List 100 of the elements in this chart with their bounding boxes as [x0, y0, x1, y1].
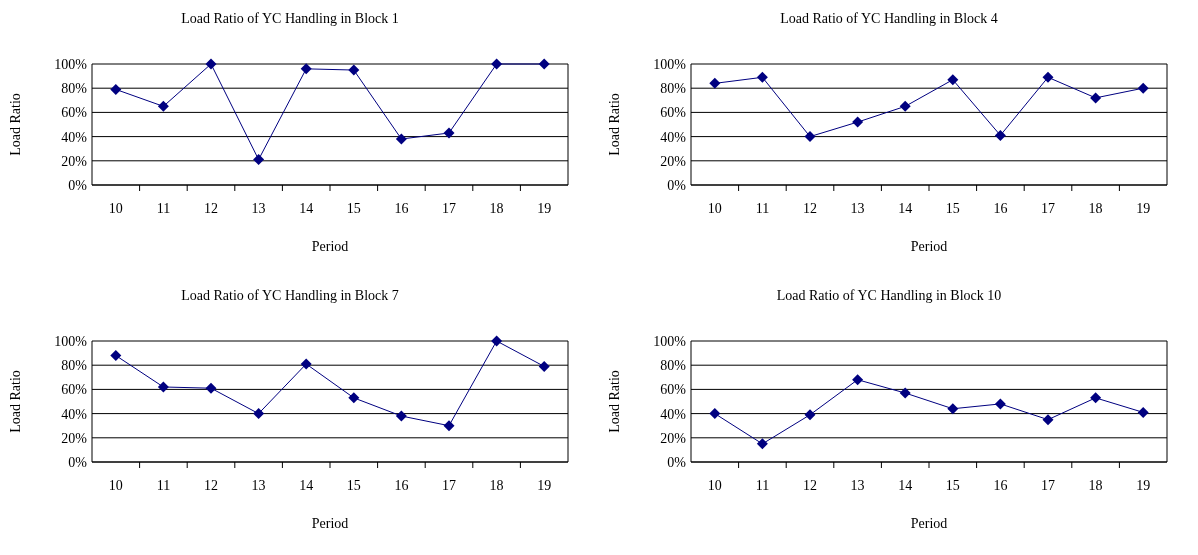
point	[491, 58, 503, 70]
x-tick-label: 17	[1041, 478, 1055, 493]
y-tick-label: 80%	[660, 81, 687, 97]
y-tick-label: 60%	[660, 382, 687, 398]
y-tick-label: 100%	[653, 56, 687, 72]
x-tick-label: 11	[156, 478, 171, 493]
point	[709, 408, 721, 420]
point	[205, 382, 217, 394]
y-tick-label: 40%	[660, 406, 687, 422]
x-tick-label: 17	[442, 478, 456, 493]
x-tick-label: 12	[803, 478, 817, 493]
x-tick-label: 12	[204, 201, 218, 216]
point	[1137, 406, 1149, 418]
point	[994, 129, 1006, 141]
x-axis-title: Period	[311, 239, 349, 254]
y-tick-label: 20%	[61, 430, 88, 446]
point	[538, 360, 550, 372]
point	[253, 154, 265, 166]
y-tick-label: 20%	[61, 153, 88, 169]
y-tick-label: 60%	[61, 382, 88, 398]
point	[804, 409, 816, 421]
y-axis-title: Load Ratio	[607, 370, 622, 433]
y-tick-label: 80%	[660, 358, 687, 374]
x-tick-label: 10	[108, 201, 123, 216]
chart-title: Load Ratio of YC Handling in Block 1	[181, 11, 399, 26]
y-tick-label: 40%	[61, 129, 88, 145]
x-tick-label: 11	[755, 478, 770, 493]
point	[756, 71, 768, 83]
point	[1042, 71, 1054, 83]
x-tick-label: 19	[1136, 201, 1151, 216]
y-tick-label: 80%	[61, 358, 88, 374]
point	[348, 64, 360, 76]
x-tick-label: 13	[850, 201, 865, 216]
x-tick-label: 16	[394, 201, 409, 216]
x-tick-label: 15	[346, 201, 361, 216]
y-tick-label: 20%	[660, 153, 687, 169]
y-axis-title: Load Ratio	[8, 370, 23, 433]
x-tick-label: 19	[1136, 478, 1151, 493]
point	[443, 127, 455, 139]
x-tick-label: 17	[1041, 201, 1055, 216]
y-tick-label: 60%	[61, 105, 88, 121]
x-tick-label: 19	[537, 478, 552, 493]
point	[804, 131, 816, 143]
x-tick-label: 18	[1088, 478, 1103, 493]
point	[709, 77, 721, 89]
y-tick-label: 80%	[61, 81, 88, 97]
x-tick-label: 18	[489, 201, 504, 216]
x-tick-label: 16	[993, 478, 1008, 493]
x-tick-label: 17	[442, 201, 456, 216]
x-tick-label: 13	[251, 478, 266, 493]
x-tick-label: 18	[489, 478, 504, 493]
x-tick-label: 18	[1088, 201, 1103, 216]
point	[157, 100, 169, 112]
point	[348, 392, 360, 404]
point	[395, 410, 407, 422]
point	[205, 58, 217, 70]
x-tick-label: 14	[898, 201, 913, 216]
y-tick-label: 100%	[653, 333, 687, 349]
x-tick-label: 16	[993, 201, 1008, 216]
x-tick-label: 10	[707, 478, 722, 493]
x-axis-title: Period	[910, 239, 948, 254]
y-tick-label: 100%	[54, 333, 88, 349]
point	[300, 63, 312, 75]
point	[899, 387, 911, 399]
point	[994, 398, 1006, 410]
point	[852, 116, 864, 128]
y-tick-label: 60%	[660, 105, 687, 121]
y-tick-label: 0%	[667, 454, 687, 470]
x-tick-label: 10	[707, 201, 722, 216]
x-tick-label: 11	[156, 201, 171, 216]
x-tick-label: 15	[346, 478, 361, 493]
point	[443, 420, 455, 432]
point	[756, 438, 768, 450]
point	[491, 335, 503, 347]
x-axis-title: Period	[311, 516, 349, 531]
point	[1090, 392, 1102, 404]
point	[899, 100, 911, 112]
point	[300, 358, 312, 370]
y-tick-label: 40%	[660, 129, 687, 145]
x-tick-label: 12	[803, 201, 817, 216]
x-axis-title: Period	[910, 516, 948, 531]
x-tick-label: 13	[251, 201, 266, 216]
chart-title: Load Ratio of YC Handling in Block 4	[780, 11, 998, 26]
chart-title: Load Ratio of YC Handling in Block 7	[181, 288, 399, 303]
y-tick-label: 40%	[61, 406, 88, 422]
point	[253, 408, 265, 420]
y-tick-label: 100%	[54, 56, 88, 72]
x-tick-label: 10	[108, 478, 123, 493]
x-tick-label: 14	[898, 478, 913, 493]
x-tick-label: 14	[299, 478, 314, 493]
x-tick-label: 14	[299, 201, 314, 216]
x-tick-label: 13	[850, 478, 865, 493]
chart-title: Load Ratio of YC Handling in Block 10	[776, 288, 1002, 303]
point	[157, 381, 169, 393]
x-tick-label: 19	[537, 201, 552, 216]
x-tick-label: 16	[394, 478, 409, 493]
point	[1042, 414, 1054, 426]
point	[395, 133, 407, 145]
point	[852, 374, 864, 386]
point	[110, 350, 122, 362]
